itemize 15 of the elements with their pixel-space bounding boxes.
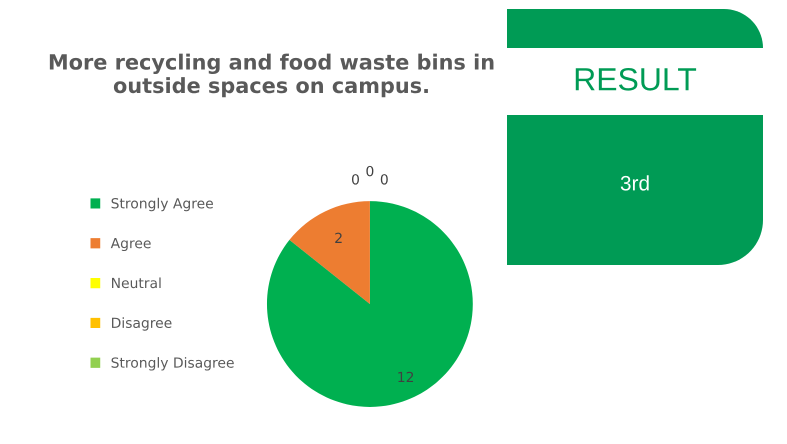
pie-slice bbox=[289, 201, 370, 304]
legend-label: Strongly Agree bbox=[112, 198, 213, 212]
data-label: 12 bbox=[398, 372, 414, 382]
legend-label: Disagree bbox=[112, 317, 172, 331]
legend-label: Agree bbox=[110, 238, 151, 252]
text: 0 bbox=[352, 174, 359, 185]
text: 0 bbox=[380, 174, 388, 185]
legend-label: Neutral bbox=[112, 277, 161, 288]
text: RESULT bbox=[576, 68, 696, 91]
legend-label: Strongly Disagree bbox=[112, 357, 234, 371]
chart-title: More recycling and food waste bins in outside spaces on campus. bbox=[50, 54, 494, 98]
text: 3rd bbox=[620, 175, 649, 191]
pie-slice bbox=[266, 201, 473, 407]
text: 0 bbox=[366, 166, 374, 176]
data-label: 2 bbox=[335, 232, 342, 243]
